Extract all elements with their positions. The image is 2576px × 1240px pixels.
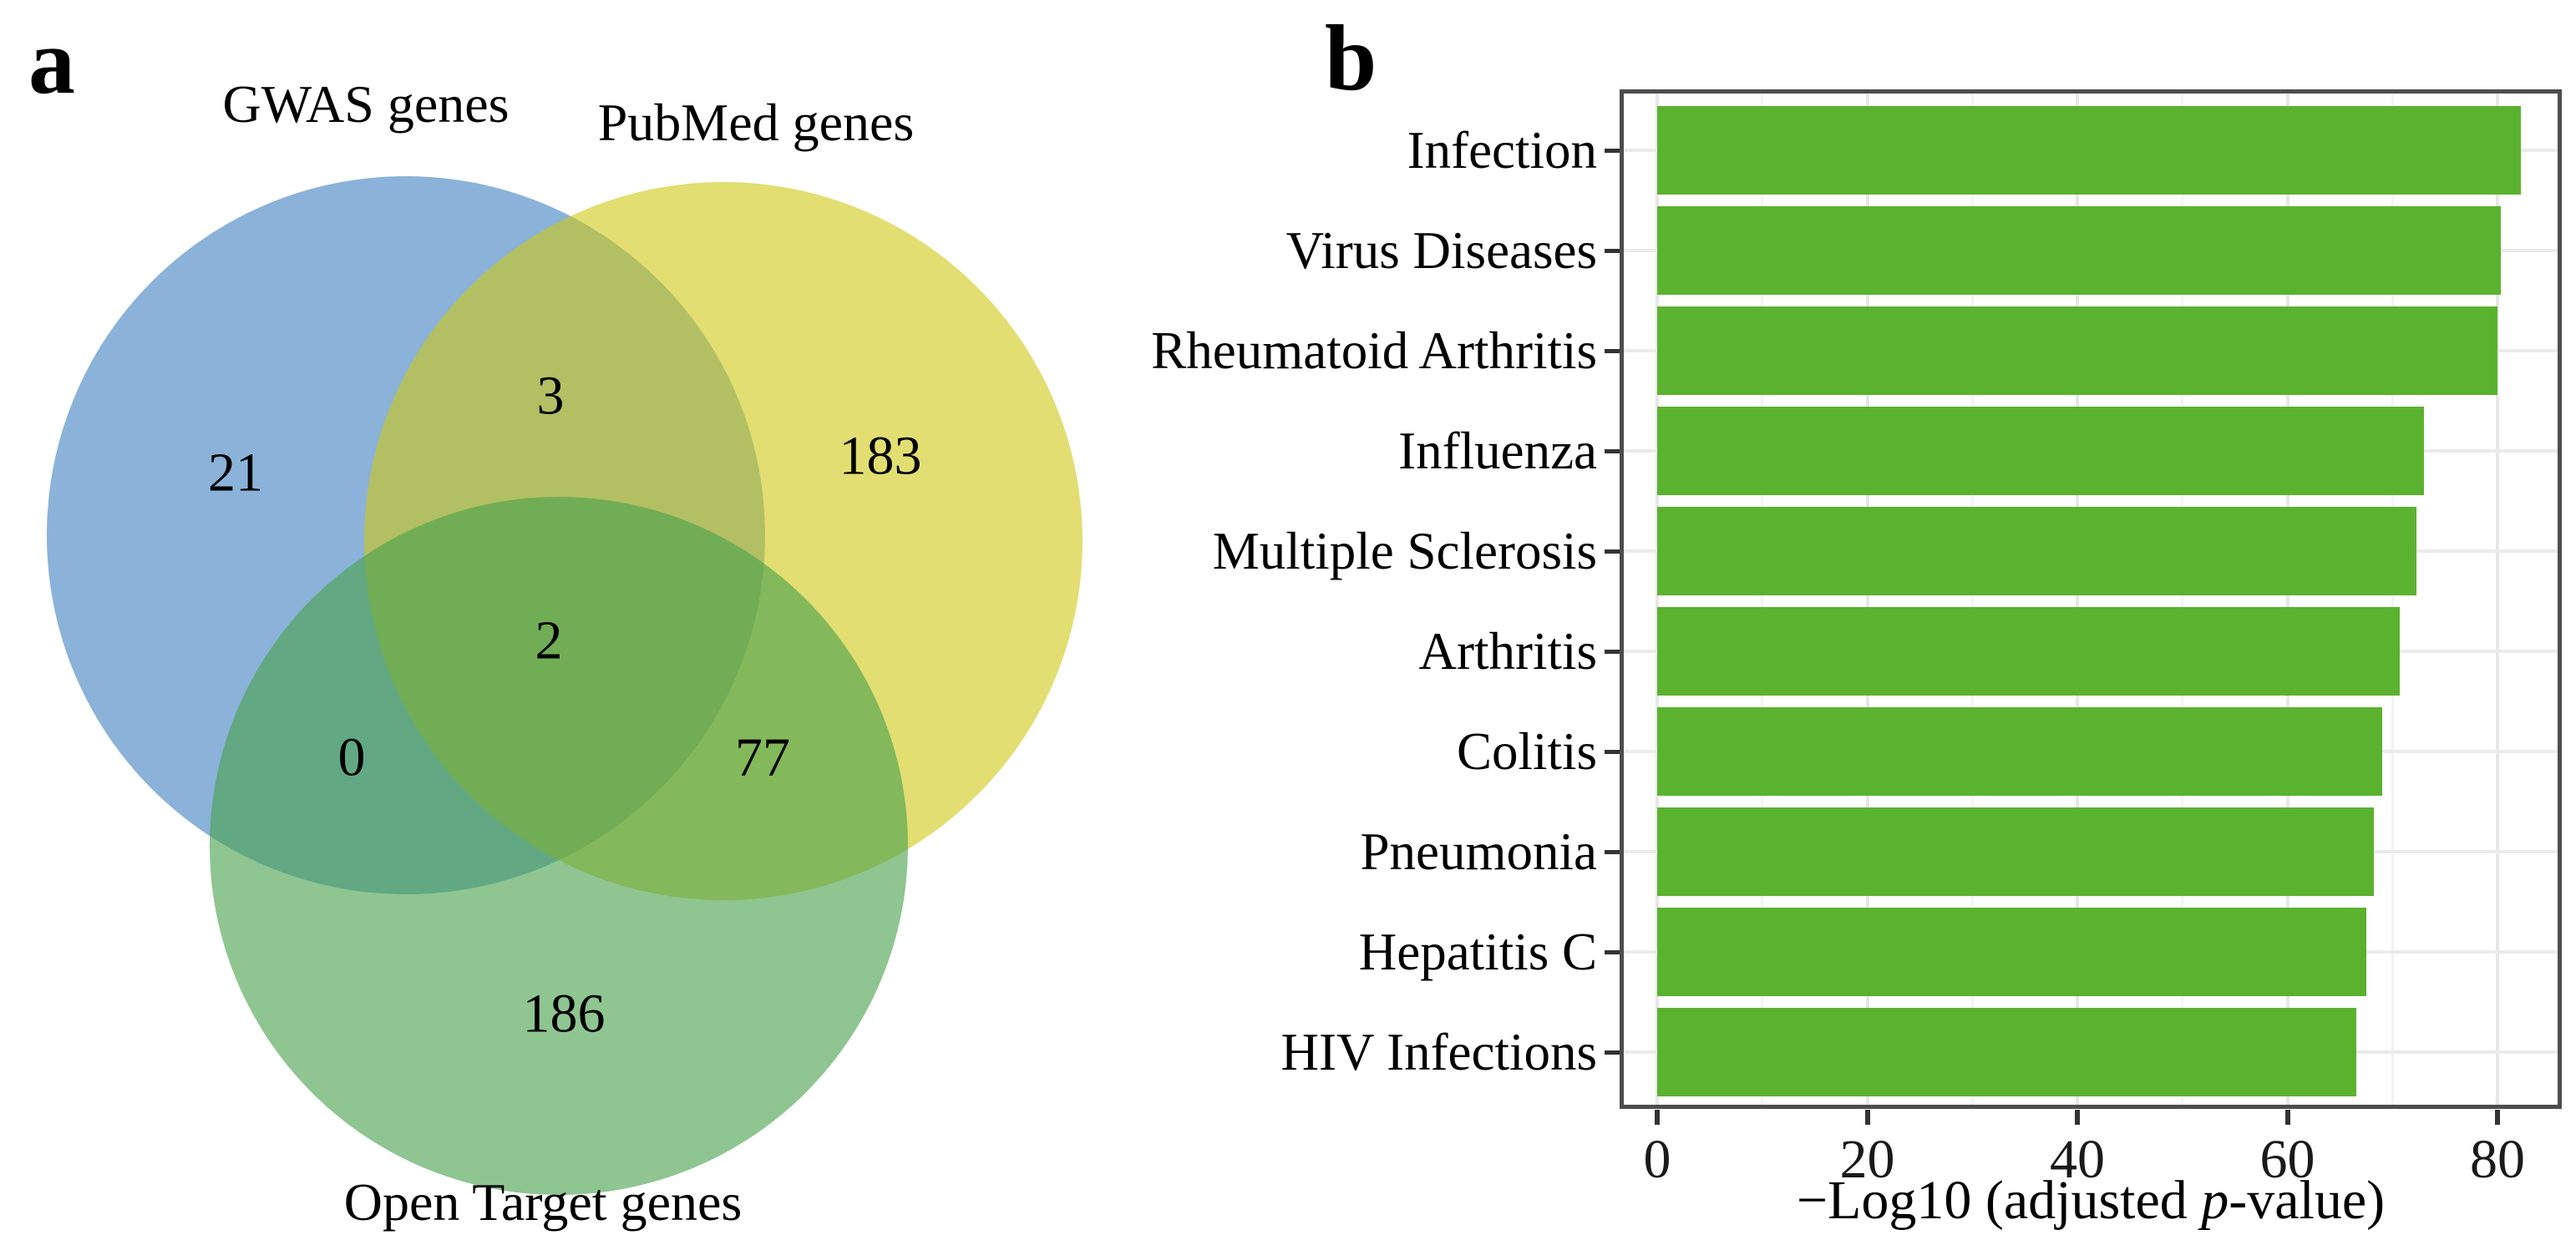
y-tick-8 [1605, 949, 1620, 954]
category-label-8: Hepatitis C [1358, 923, 1597, 981]
x-tick-label-40: 40 [2050, 1129, 2105, 1190]
x-tick-label-0: 0 [1643, 1129, 1671, 1190]
x-tick-label-20: 20 [1839, 1129, 1895, 1190]
gridline-major-x-20 [1865, 94, 1869, 1105]
y-tick-9 [1605, 1050, 1620, 1055]
y-tick-7 [1605, 849, 1620, 854]
x-tick-40 [2075, 1110, 2080, 1125]
x-tick-label-80: 80 [2470, 1129, 2525, 1190]
bar-arthritis [1657, 607, 2401, 696]
venn-count-center: 2 [535, 610, 563, 671]
bar-hepatitis-c [1657, 908, 2366, 996]
y-tick-2 [1605, 348, 1620, 353]
y-tick-6 [1605, 749, 1620, 754]
x-tick-60 [2284, 1110, 2290, 1125]
panel-b-label: b [1325, 7, 1377, 110]
y-tick-1 [1605, 248, 1620, 253]
bar-influenza [1657, 407, 2424, 495]
category-label-2: Rheumatoid Arthritis [1151, 321, 1597, 380]
category-label-1: Virus Diseases [1285, 221, 1597, 280]
category-label-6: Colitis [1456, 722, 1597, 781]
panel-a-label: a [28, 10, 75, 114]
x-tick-0 [1655, 1110, 1660, 1125]
x-tick-20 [1864, 1110, 1870, 1125]
x-axis-title-p: p [2201, 1170, 2229, 1231]
category-label-7: Pneumonia [1360, 822, 1597, 881]
x-tick-label-60: 60 [2259, 1129, 2315, 1190]
venn-set-label-opentarget: Open Target genes [343, 1172, 743, 1232]
venn-diagram [47, 176, 1083, 1195]
gridline-minor-x-10 [1761, 94, 1764, 1105]
y-tick-0 [1605, 148, 1620, 153]
venn-count-gwas-opentarget: 0 [337, 726, 366, 788]
gridline-minor-x-50 [2181, 94, 2184, 1105]
category-label-9: HIV Infections [1280, 1023, 1598, 1081]
y-tick-3 [1605, 448, 1620, 453]
bar-pneumonia [1657, 807, 2374, 896]
gridline-minor-x-30 [1970, 94, 1974, 1105]
bar-virus-diseases [1657, 206, 2501, 295]
y-tick-4 [1605, 549, 1620, 554]
gridline-major-x-40 [2076, 94, 2079, 1105]
x-axis-title: −Log10 (adjusted p-value) [1590, 1170, 2576, 1232]
venn-set-label-pubmed: PubMed genes [597, 92, 915, 152]
category-label-0: Infection [1407, 121, 1597, 180]
venn-set-label-gwas: GWAS genes [222, 73, 510, 134]
venn-count-gwas-pubmed: 3 [536, 365, 565, 427]
x-axis-title-prefix: −Log10 (adjusted [1796, 1170, 2202, 1231]
venn-count-pubmed-opentarget: 77 [735, 726, 790, 788]
category-label-3: Influenza [1398, 422, 1597, 480]
gridline-major-x-0 [1656, 94, 1659, 1105]
category-label-5: Arthritis [1418, 622, 1598, 681]
y-tick-5 [1605, 649, 1620, 654]
venn-count-opentarget-only: 186 [522, 983, 606, 1045]
bar-colitis [1657, 707, 2382, 796]
gridline-major-x-80 [2496, 94, 2499, 1105]
bar-infection [1657, 106, 2521, 195]
x-tick-80 [2495, 1110, 2500, 1125]
bar-rheumatoid-arthritis [1657, 306, 2497, 395]
venn-count-gwas-only: 21 [208, 442, 263, 504]
venn-count-pubmed-only: 183 [839, 425, 922, 487]
gridline-minor-x-70 [2391, 94, 2394, 1105]
bar-multiple-sclerosis [1657, 507, 2417, 595]
x-axis-title-suffix: -value) [2229, 1170, 2386, 1231]
gridline-major-x-60 [2285, 94, 2289, 1105]
venn-circle-opentarget [210, 497, 908, 1195]
bar-hiv-infections [1657, 1008, 2357, 1096]
category-label-4: Multiple Sclerosis [1212, 522, 1597, 580]
